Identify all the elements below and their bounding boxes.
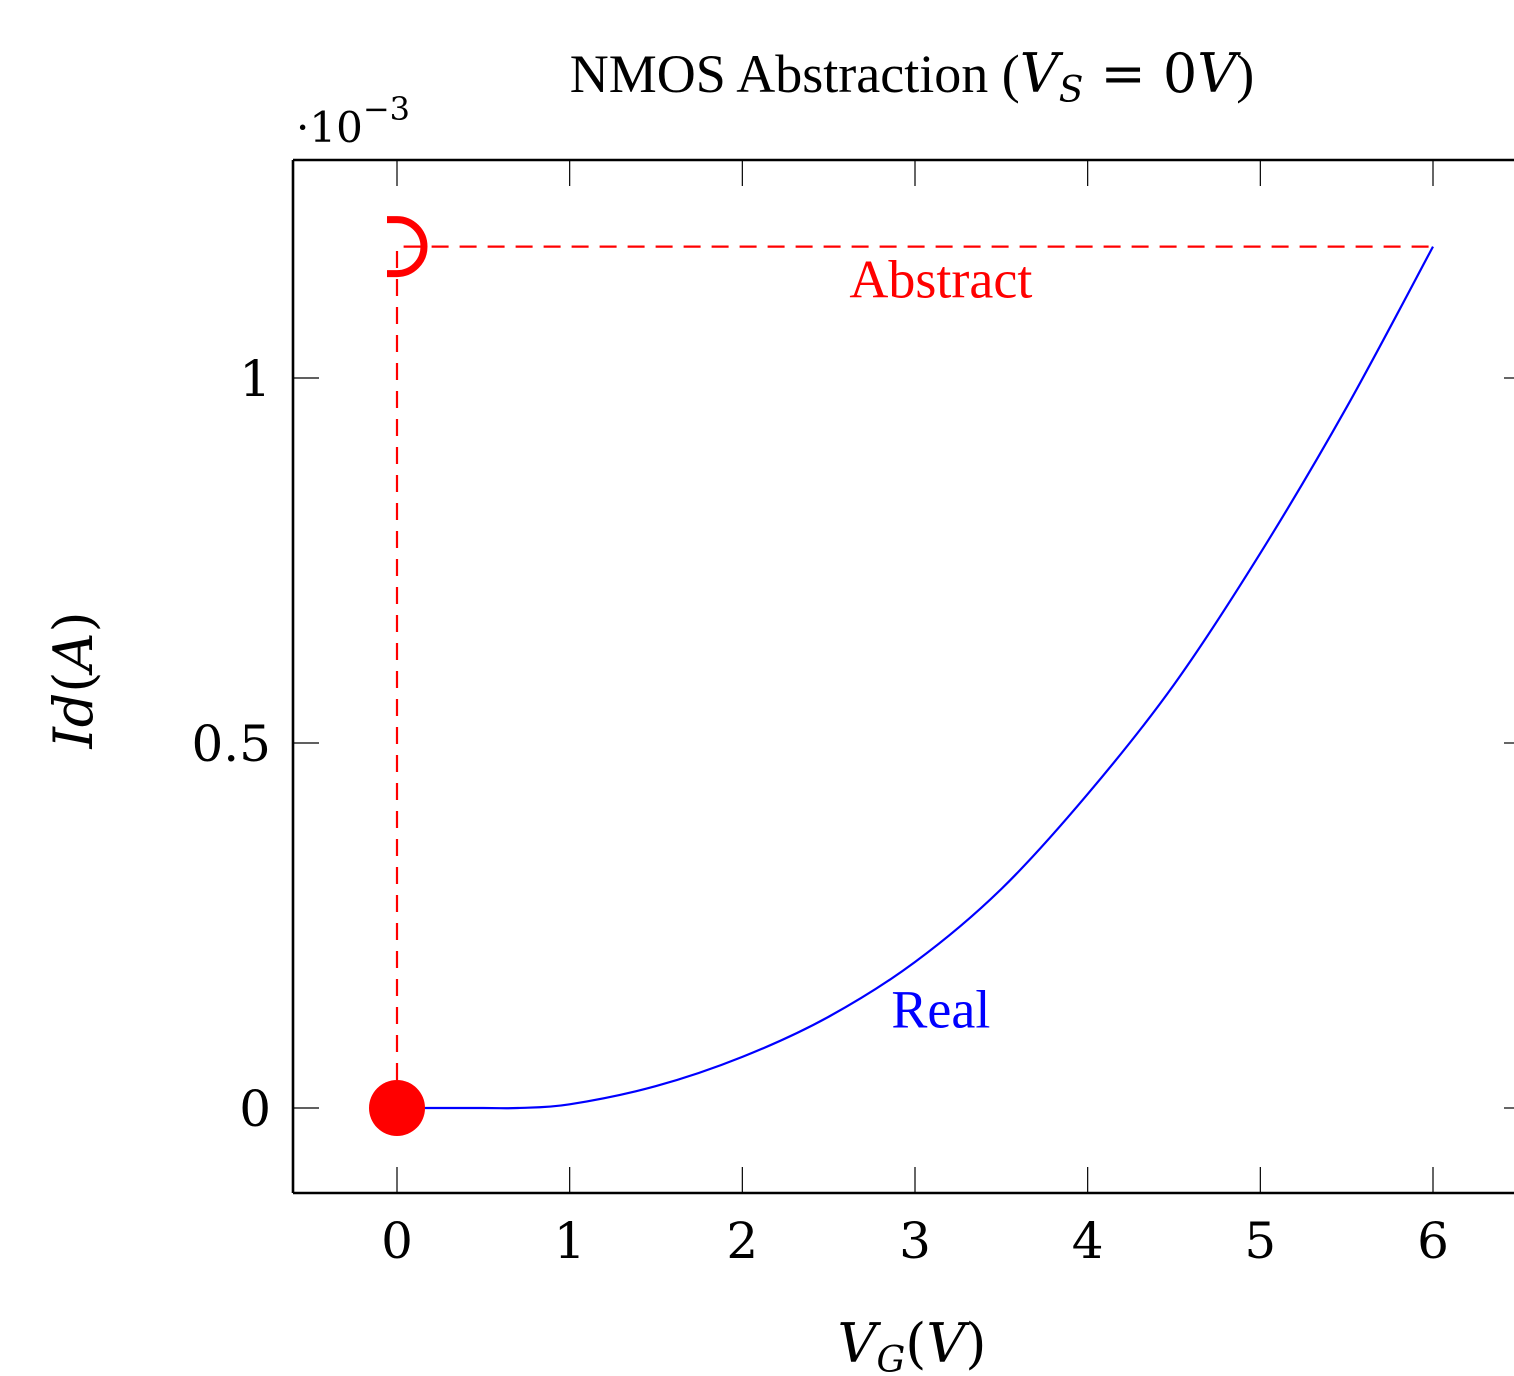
chart-title-sub: S (1059, 70, 1084, 111)
filled-marker (369, 1080, 425, 1136)
series-annotation-abstract: Abstract (849, 250, 1032, 310)
series-layer (395, 245, 1434, 1110)
open-marker (387, 216, 428, 278)
y-multiplier-dot: · (296, 103, 309, 152)
chart-title-rest: = 0 (1083, 42, 1197, 105)
x-label-close: ) (965, 1312, 986, 1375)
x-tick-label: 6 (1417, 1212, 1449, 1270)
chart-title-unit: V (1197, 42, 1241, 105)
series-line-abstract (395, 245, 1433, 1108)
x-tick-label: 1 (554, 1212, 586, 1270)
y-label-unit: A (42, 633, 105, 677)
y-axis-ticks: 00.51 (191, 350, 1514, 1138)
chart-title-var: V (1020, 42, 1064, 105)
x-tick-label: 3 (899, 1212, 931, 1270)
axis-frame (291, 158, 1514, 1195)
y-label-var: I (42, 726, 105, 750)
chart-title-prefix: NMOS Abstraction ( (570, 44, 1020, 104)
y-tick-label: 1 (239, 350, 271, 408)
x-label-var: V (838, 1312, 882, 1375)
y-axis-multiplier: ·10−3 (296, 90, 410, 152)
y-axis-label: Id(A) (42, 611, 105, 749)
x-label-unit: V (926, 1312, 970, 1375)
x-label-sub: G (877, 1340, 906, 1376)
chart-title: NMOS Abstraction (VS = 0V) (570, 42, 1255, 111)
y-tick-label: 0 (239, 1080, 271, 1138)
y-label-var2: d (42, 693, 105, 728)
y-label-close: ) (42, 611, 105, 632)
y-multiplier-base: 10 (309, 103, 362, 152)
series-annotation-real: Real (891, 980, 990, 1040)
y-label-open: ( (42, 672, 105, 693)
series-line-real (397, 246, 1434, 1110)
marker-layer (369, 216, 428, 1136)
x-axis-label: VG(V) (838, 1312, 987, 1376)
chart-title-suffix: ) (1236, 44, 1254, 104)
x-tick-label: 0 (381, 1212, 413, 1270)
x-label-open: ( (905, 1312, 926, 1375)
x-tick-label: 4 (1072, 1212, 1104, 1270)
x-tick-label: 5 (1244, 1212, 1276, 1270)
x-axis-ticks: 0 1 2 3 4 5 6 (381, 160, 1449, 1270)
y-multiplier-exponent: −3 (363, 90, 410, 128)
x-tick-label: 2 (726, 1212, 758, 1270)
annotation-layer: Abstract Real (849, 250, 1032, 1040)
y-tick-label: 0.5 (191, 715, 271, 773)
